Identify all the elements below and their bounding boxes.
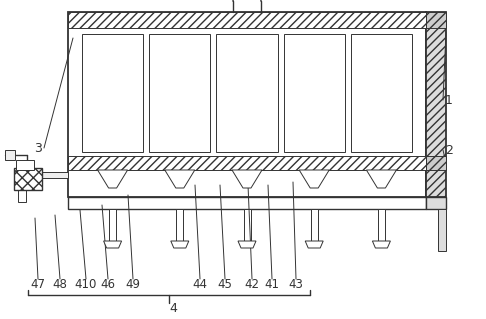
Text: 2: 2 xyxy=(445,144,453,157)
Text: 46: 46 xyxy=(101,278,116,292)
Bar xyxy=(426,12,446,28)
Text: 48: 48 xyxy=(52,278,68,292)
Bar xyxy=(378,209,385,241)
Bar xyxy=(109,209,116,241)
Bar xyxy=(311,209,318,241)
Bar xyxy=(68,197,426,209)
Text: 42: 42 xyxy=(244,278,260,292)
Bar xyxy=(284,34,345,152)
Text: 49: 49 xyxy=(125,278,140,292)
Bar xyxy=(176,209,183,241)
Polygon shape xyxy=(299,170,329,188)
Bar xyxy=(426,12,446,197)
Text: 41: 41 xyxy=(264,278,279,292)
Bar xyxy=(68,156,426,170)
Text: 1: 1 xyxy=(445,93,453,107)
Text: 47: 47 xyxy=(31,278,46,292)
Polygon shape xyxy=(104,241,122,248)
Text: 410: 410 xyxy=(75,278,97,292)
Polygon shape xyxy=(372,241,390,248)
Bar xyxy=(5,150,15,160)
Polygon shape xyxy=(171,241,189,248)
Polygon shape xyxy=(165,170,195,188)
Polygon shape xyxy=(305,241,323,248)
Bar xyxy=(438,209,446,251)
Bar xyxy=(18,190,26,202)
Bar xyxy=(351,34,412,152)
Bar xyxy=(426,197,446,209)
Bar xyxy=(14,168,42,190)
Bar xyxy=(16,160,34,170)
Text: 3: 3 xyxy=(34,142,42,154)
Polygon shape xyxy=(366,170,397,188)
Bar xyxy=(149,34,210,152)
Bar xyxy=(68,12,426,197)
Bar xyxy=(216,34,278,152)
Text: 43: 43 xyxy=(289,278,303,292)
Bar xyxy=(42,172,68,178)
Bar xyxy=(243,209,250,241)
Bar xyxy=(82,34,143,152)
Bar xyxy=(68,12,426,28)
Polygon shape xyxy=(232,170,262,188)
Text: 44: 44 xyxy=(192,278,208,292)
Bar xyxy=(426,156,446,170)
Text: 4: 4 xyxy=(169,301,177,315)
Polygon shape xyxy=(238,241,256,248)
Polygon shape xyxy=(98,170,128,188)
Text: 45: 45 xyxy=(218,278,232,292)
